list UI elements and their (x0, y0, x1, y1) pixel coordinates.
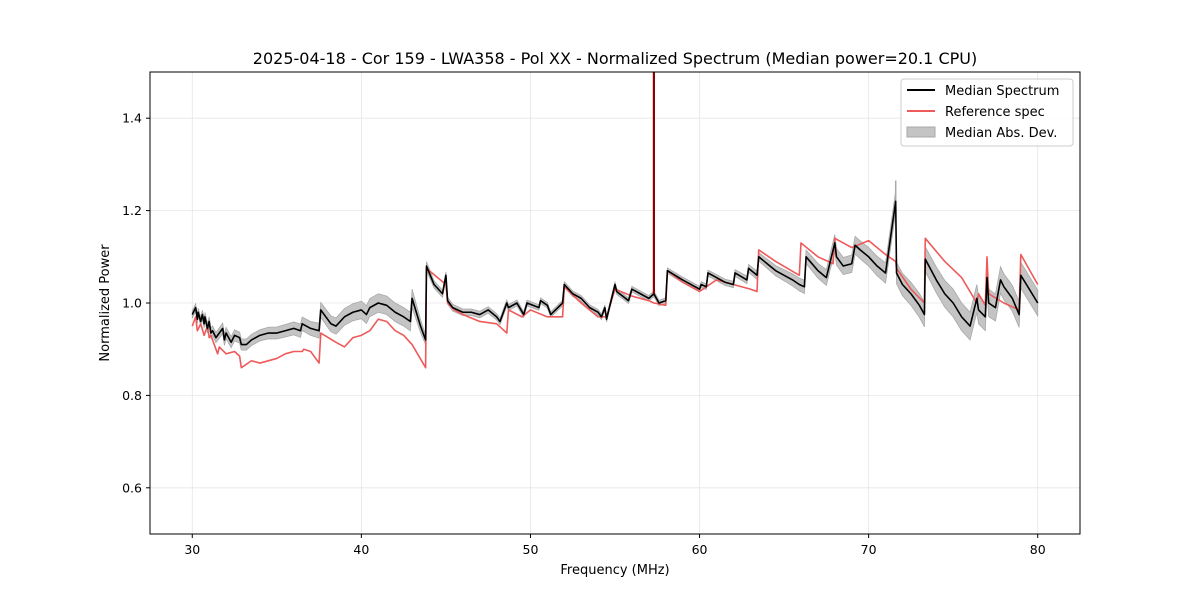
y-tick-label: 1.4 (122, 111, 142, 126)
x-tick-label: 60 (692, 542, 708, 557)
x-tick-label: 30 (184, 542, 200, 557)
x-axis-label: Frequency (MHz) (560, 563, 669, 578)
y-tick-label: 1.0 (122, 296, 142, 311)
legend: Median Spectrum Reference spec Median Ab… (900, 78, 1074, 147)
chart-title: 2025-04-18 - Cor 159 - LWA358 - Pol XX -… (253, 49, 977, 68)
median-series-line (191, 200, 1039, 346)
x-tick-label: 80 (1030, 542, 1046, 557)
y-axis-label: Normalized Power (98, 244, 113, 362)
y-tick-label: 0.6 (122, 480, 142, 495)
y-tick-label: 1.2 (122, 203, 142, 218)
legend-label-reference: Reference spec (945, 105, 1045, 120)
plot-area (191, 72, 1039, 369)
legend-frame (900, 78, 1074, 147)
axis-ticks: 30 40 50 60 70 80 0.6 0.8 1.0 1.2 1.4 (122, 111, 1046, 557)
x-tick-label: 70 (861, 542, 877, 557)
x-tick-label: 50 (523, 542, 539, 557)
legend-label-mad: Median Abs. Dev. (945, 126, 1057, 141)
legend-swatch-mad (906, 126, 936, 138)
legend-label-median: Median Spectrum (945, 84, 1059, 99)
y-tick-label: 0.8 (122, 388, 142, 403)
x-tick-label: 40 (353, 542, 369, 557)
